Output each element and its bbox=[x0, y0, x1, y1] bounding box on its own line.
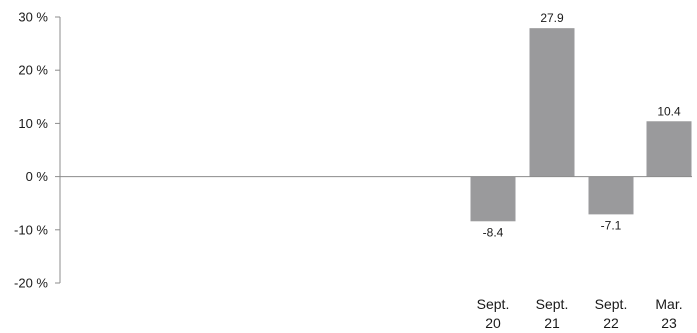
y-tick-label: -20 % bbox=[14, 276, 48, 291]
x-axis-labels: Sept. 20 Sept. 21 Sept. 22 Mar. 23 bbox=[477, 296, 683, 331]
bar bbox=[529, 28, 575, 177]
x-category-label-line1: Sept. bbox=[595, 296, 628, 312]
x-category-label-line1: Sept. bbox=[536, 296, 569, 312]
data-label: 27.9 bbox=[540, 11, 564, 25]
data-label: -7.1 bbox=[601, 218, 622, 232]
bars bbox=[470, 28, 692, 222]
y-tick-label: -10 % bbox=[14, 222, 48, 237]
x-category-label-line2: 23 bbox=[661, 315, 677, 331]
x-category-label-line1: Sept. bbox=[477, 296, 510, 312]
x-category-label-line2: 21 bbox=[544, 315, 560, 331]
x-category-label-line2: 20 bbox=[485, 315, 501, 331]
bar bbox=[588, 176, 634, 215]
y-axis: 30 % 20 % 10 % 0 % -10 % -20 % bbox=[14, 10, 61, 291]
data-label: -8.4 bbox=[483, 225, 504, 239]
bar bbox=[470, 176, 516, 222]
bar bbox=[646, 121, 692, 177]
data-labels: -8.4 27.9 -7.1 10.4 bbox=[483, 11, 681, 239]
y-tick-label: 10 % bbox=[18, 116, 48, 131]
y-tick-label: 30 % bbox=[18, 10, 48, 25]
y-tick-label: 0 % bbox=[26, 169, 49, 184]
data-label: 10.4 bbox=[657, 104, 681, 118]
x-category-label-line2: 22 bbox=[603, 315, 619, 331]
y-tick-label: 20 % bbox=[18, 63, 48, 78]
x-category-label-line1: Mar. bbox=[655, 296, 682, 312]
